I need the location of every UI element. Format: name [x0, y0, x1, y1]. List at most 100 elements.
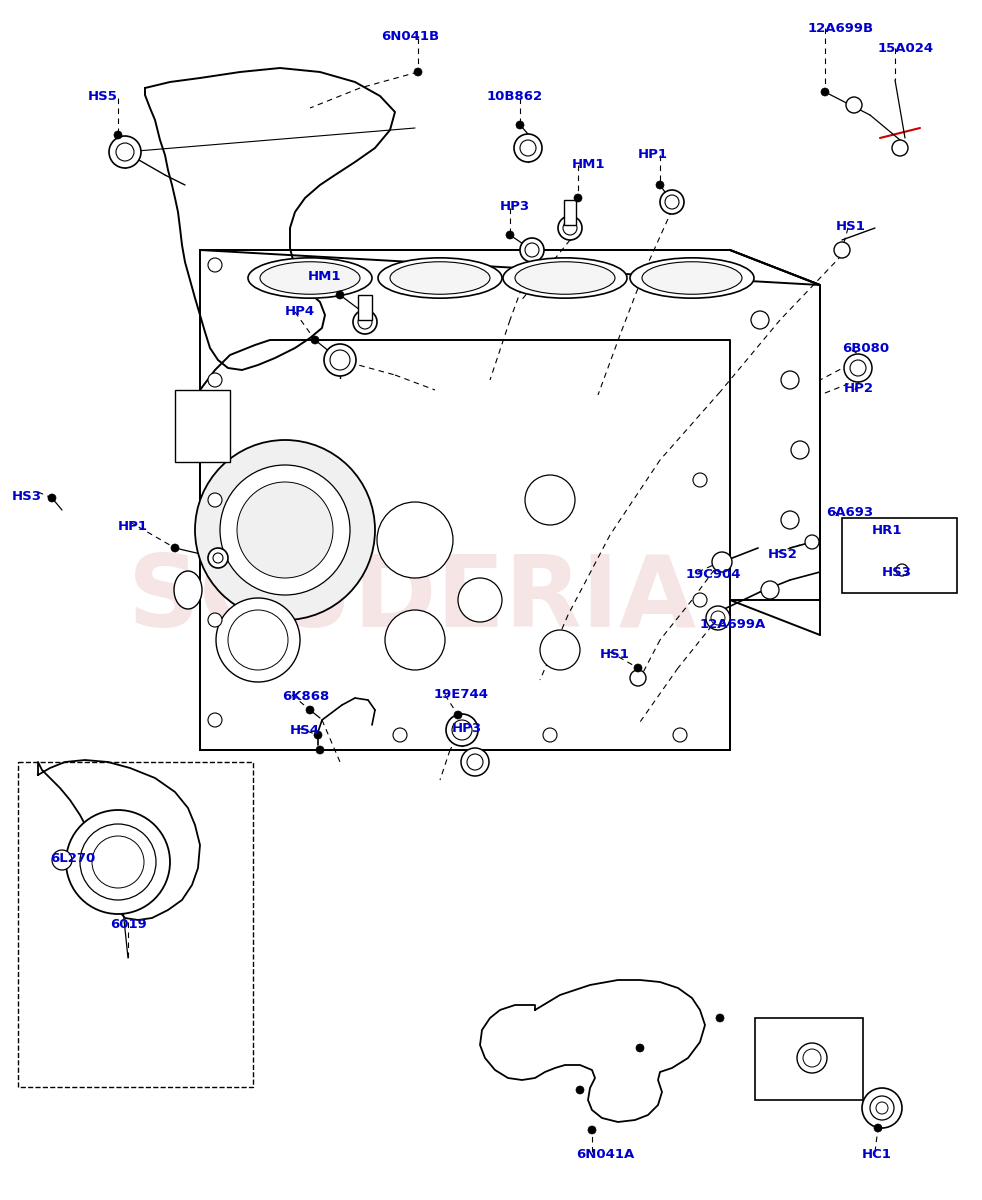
Circle shape [636, 1044, 644, 1052]
Circle shape [208, 493, 222, 506]
Circle shape [791, 440, 809, 458]
Circle shape [358, 314, 372, 329]
Circle shape [452, 720, 472, 740]
Text: HS5: HS5 [88, 90, 118, 103]
Circle shape [683, 258, 697, 272]
Circle shape [850, 360, 866, 376]
Circle shape [543, 728, 557, 742]
Text: HP2: HP2 [844, 382, 874, 395]
Text: 6K868: 6K868 [282, 690, 329, 703]
Ellipse shape [515, 262, 615, 294]
Circle shape [433, 258, 447, 272]
Text: HP4: HP4 [285, 305, 315, 318]
Bar [564, 200, 576, 226]
Circle shape [563, 221, 577, 235]
Circle shape [208, 713, 222, 727]
Text: 6B080: 6B080 [842, 342, 889, 355]
Circle shape [446, 714, 478, 746]
Ellipse shape [503, 258, 627, 298]
Circle shape [92, 836, 144, 888]
Circle shape [228, 610, 288, 670]
Circle shape [316, 746, 324, 754]
Ellipse shape [630, 258, 754, 298]
Text: HM1: HM1 [572, 158, 606, 170]
Text: HS3: HS3 [882, 566, 912, 578]
Circle shape [656, 181, 664, 188]
Circle shape [414, 68, 422, 76]
Circle shape [237, 482, 333, 578]
Text: HS4: HS4 [290, 724, 320, 737]
Circle shape [862, 1088, 902, 1128]
Ellipse shape [390, 262, 490, 294]
Text: HM1: HM1 [308, 270, 342, 283]
Text: 6N041B: 6N041B [381, 30, 439, 43]
Circle shape [454, 710, 462, 719]
Circle shape [751, 311, 769, 329]
Circle shape [171, 544, 179, 552]
Circle shape [516, 121, 524, 128]
Ellipse shape [378, 258, 502, 298]
Circle shape [761, 581, 779, 599]
Circle shape [314, 731, 322, 739]
Circle shape [821, 88, 829, 96]
Circle shape [520, 140, 536, 156]
Circle shape [520, 238, 544, 262]
Bar [755, 1018, 863, 1100]
Circle shape [377, 502, 453, 578]
Circle shape [665, 194, 679, 209]
Circle shape [711, 611, 725, 625]
Text: 6A693: 6A693 [826, 506, 873, 518]
Circle shape [48, 494, 56, 502]
Text: HS1: HS1 [600, 648, 629, 661]
Circle shape [514, 134, 542, 162]
Text: 6N041A: 6N041A [576, 1148, 634, 1162]
Circle shape [114, 131, 122, 139]
Circle shape [846, 97, 862, 113]
Circle shape [216, 598, 300, 682]
Text: 6L270: 6L270 [50, 852, 95, 865]
Circle shape [876, 1102, 888, 1114]
Circle shape [892, 140, 908, 156]
Circle shape [385, 610, 445, 670]
Circle shape [393, 728, 407, 742]
Circle shape [458, 578, 502, 622]
Circle shape [220, 464, 350, 595]
Ellipse shape [260, 262, 360, 294]
Text: HS2: HS2 [768, 548, 797, 560]
Circle shape [540, 630, 580, 670]
Circle shape [797, 1043, 827, 1073]
Circle shape [353, 310, 377, 334]
Circle shape [634, 664, 642, 672]
Circle shape [803, 1049, 821, 1067]
Circle shape [558, 216, 582, 240]
Circle shape [781, 371, 799, 389]
Circle shape [563, 258, 577, 272]
Circle shape [330, 350, 350, 370]
Text: SCUDERIA: SCUDERIA [128, 552, 697, 648]
Circle shape [874, 1124, 882, 1132]
Circle shape [844, 354, 872, 382]
Circle shape [576, 1086, 584, 1094]
Circle shape [116, 143, 134, 161]
Circle shape [213, 553, 223, 563]
Circle shape [506, 230, 514, 239]
Circle shape [574, 194, 582, 202]
Bar [842, 518, 957, 593]
Circle shape [80, 824, 156, 900]
Circle shape [461, 748, 489, 776]
Circle shape [66, 810, 170, 914]
Circle shape [336, 290, 344, 299]
Bar [358, 295, 372, 320]
Circle shape [896, 564, 908, 576]
Text: HP3: HP3 [500, 200, 530, 214]
Circle shape [870, 1096, 894, 1120]
Circle shape [834, 242, 850, 258]
Text: 12A699A: 12A699A [700, 618, 766, 631]
Circle shape [109, 136, 141, 168]
Circle shape [52, 850, 72, 870]
Text: HR1: HR1 [872, 524, 902, 538]
Text: 6019: 6019 [110, 918, 146, 931]
Ellipse shape [642, 262, 742, 294]
Text: HC1: HC1 [862, 1148, 892, 1162]
Circle shape [588, 1126, 596, 1134]
